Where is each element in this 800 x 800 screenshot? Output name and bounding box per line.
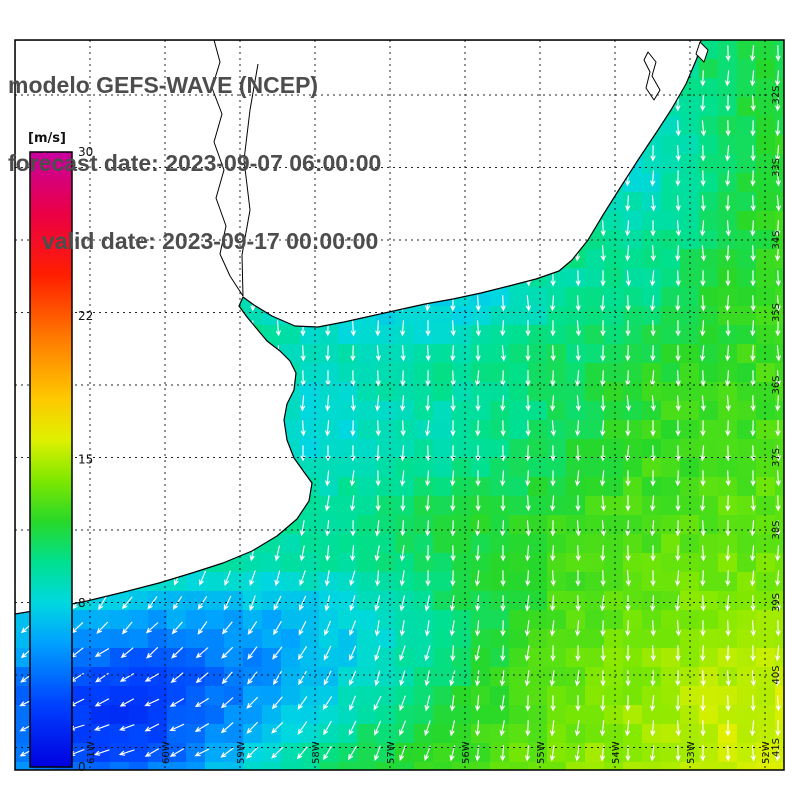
longitude-label: 53W: [686, 741, 697, 764]
longitude-label: 52W: [761, 741, 772, 764]
land-mass: [15, 40, 702, 615]
longitude-label: 56W: [461, 741, 472, 764]
latitude-label: 36S: [771, 375, 782, 394]
longitude-label: 58W: [311, 741, 322, 764]
longitude-labels: 61W 60W 59W 58W 57W 56W 55W 54W 53W 52W: [86, 741, 772, 764]
latitude-label: 35S: [771, 303, 782, 322]
longitude-label: 60W: [161, 741, 172, 764]
colorbar-tick-label: 22: [78, 309, 93, 323]
river-line: [241, 63, 259, 297]
river-line: [211, 40, 244, 297]
colorbar-tick-label: 0: [78, 760, 86, 774]
latitude-label: 37S: [771, 448, 782, 467]
land-group: [15, 40, 709, 615]
colorbar-gradient: [30, 152, 72, 767]
latitude-label: 33S: [771, 158, 782, 177]
lagoon-outline: [695, 41, 709, 63]
longitude-label: 61W: [86, 741, 97, 764]
latitude-labels: 32S 33S 34S 35S 36S 37S 38S 39S 40S 41S: [771, 85, 782, 757]
colorbar-unit-label: [m/s]: [28, 131, 66, 146]
colorbar-frame: [29, 151, 73, 768]
latitude-label: 34S: [771, 230, 782, 249]
longitude-label: 59W: [236, 741, 247, 764]
title-block: modelo GEFS-WAVE (NCEP) forecast date: 2…: [8, 20, 381, 306]
latitude-label: 40S: [771, 665, 782, 684]
forecast-date: forecast date: 2023-09-07 06:00:00: [8, 150, 382, 176]
colorbar-tick-label: 8: [78, 596, 86, 610]
latitude-label: 39S: [771, 593, 782, 612]
longitude-label: 55W: [536, 741, 547, 764]
model-title: modelo GEFS-WAVE (NCEP): [8, 72, 319, 98]
colorbar-tick-label: 15: [78, 453, 93, 467]
map-frame: [14, 39, 785, 771]
colorbar-ticks: 30 22 15 8 0: [78, 145, 93, 774]
latitude-label: 38S: [771, 520, 782, 539]
latitude-label: 32S: [771, 85, 782, 104]
colorbar: [m/s] 30 22 15 8 0: [28, 131, 93, 774]
valid-date: valid date: 2023-09-17 00:00:00: [42, 228, 379, 254]
longitude-label: 54W: [611, 741, 622, 764]
colorbar-tick-label: 30: [78, 145, 93, 159]
lagoon-outline: [643, 51, 661, 101]
longitude-label: 57W: [386, 741, 397, 764]
graticule: [15, 40, 784, 770]
latitude-label: 41S: [771, 738, 782, 757]
